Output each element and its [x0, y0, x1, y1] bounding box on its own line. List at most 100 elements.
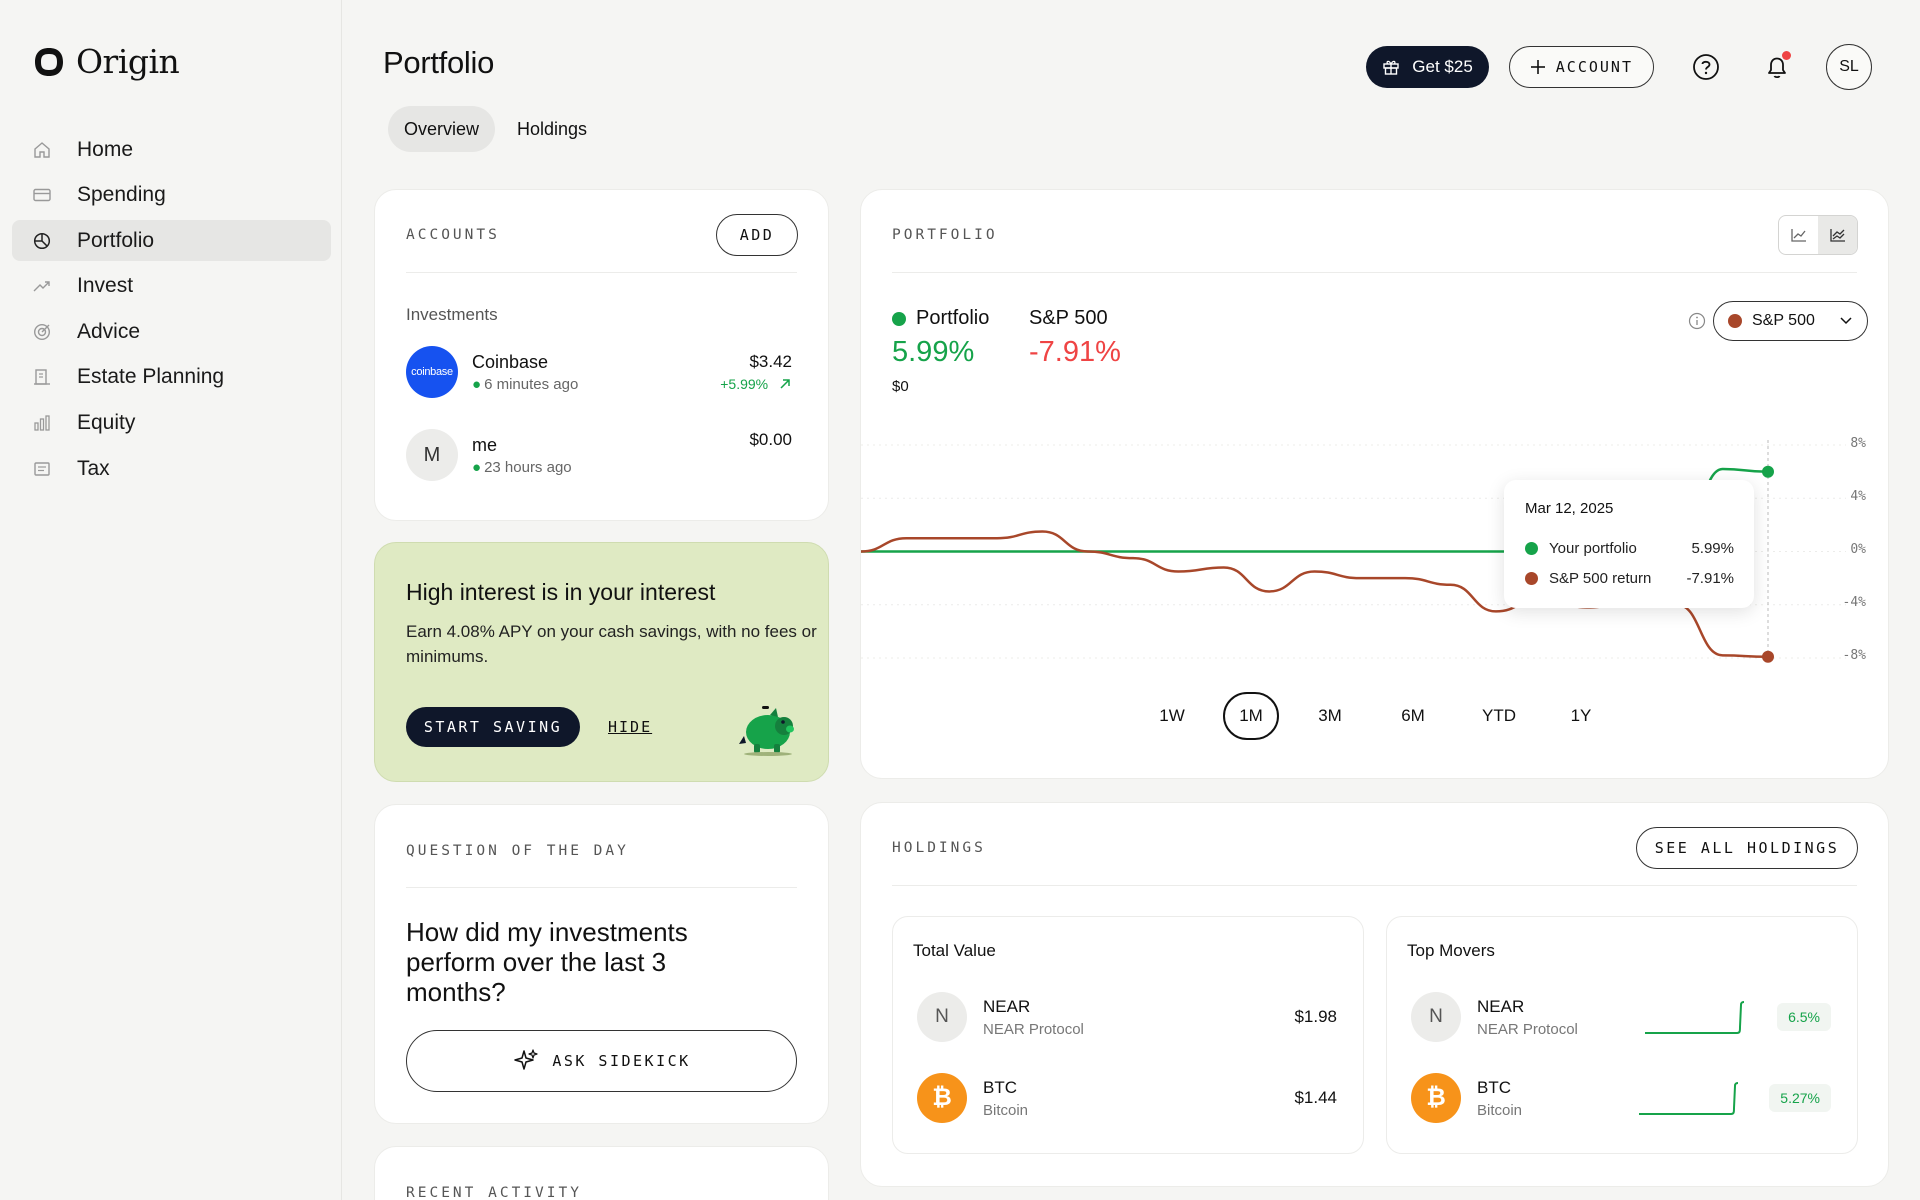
account-change: +5.99% [720, 376, 769, 392]
sidebar-item-home[interactable]: Home [12, 129, 331, 170]
bar-icon [32, 413, 52, 433]
question-card: QUESTION OF THE DAY How did my investmen… [374, 804, 829, 1124]
account-updated: 23 hours ago [484, 458, 572, 476]
sidebar-item-estate-planning[interactable]: Estate Planning [12, 357, 331, 398]
question-text: How did my investments perform over the … [406, 917, 688, 1007]
status-dot: ● [472, 375, 482, 393]
add-account-button[interactable]: ACCOUNT [1508, 46, 1654, 88]
sidebar-item-spending[interactable]: Spending [12, 175, 331, 216]
holding-row-near[interactable]: N NEAR NEAR Protocol $1.98 [917, 991, 1337, 1043]
total-value-title: Total Value [913, 941, 996, 960]
chart-mode-toggle [1778, 215, 1858, 255]
referral-label: Get $25 [1412, 57, 1473, 76]
sidebar-item-label: Estate Planning [77, 365, 225, 389]
near-logo: N [1411, 992, 1461, 1042]
help-button[interactable] [1684, 45, 1728, 89]
mover-symbol: NEAR [1477, 996, 1525, 1016]
mover-change: 6.5% [1777, 1003, 1831, 1031]
sidebar-item-tax[interactable]: Tax [12, 448, 331, 489]
app-name: Origin [76, 42, 180, 81]
home-icon [32, 140, 52, 160]
range-1y[interactable]: 1Y [1570, 706, 1592, 725]
range-ytd[interactable]: YTD [1482, 706, 1516, 725]
holding-row-btc[interactable]: ₿ BTC Bitcoin $1.44 [917, 1072, 1337, 1124]
range-6m[interactable]: 6M [1401, 706, 1425, 725]
notification-dot [1782, 51, 1791, 60]
mover-symbol: BTC [1477, 1077, 1511, 1097]
trend-icon [32, 276, 52, 296]
benchmark-select[interactable]: S&P 500 [1713, 301, 1868, 341]
arrow-up-right-icon [780, 379, 790, 389]
accounts-card: ACCOUNTS ADD Investments coinbase Coinba… [374, 189, 829, 521]
legend-sp500: S&P 500 [1029, 307, 1108, 330]
top-movers-title: Top Movers [1407, 941, 1495, 960]
sparkle-icon [514, 1049, 538, 1070]
holding-value: $1.98 [1294, 1007, 1337, 1026]
y-tick: 0% [1850, 542, 1866, 557]
total-value-panel: Total Value N NEAR NEAR Protocol $1.98 ₿… [892, 916, 1364, 1154]
account-value: $3.42 [749, 352, 792, 371]
mover-name: Bitcoin [1477, 1101, 1523, 1119]
account-row-me[interactable]: M me ● 23 hours ago $0.00 [406, 428, 792, 482]
help-icon [1693, 54, 1719, 80]
sidebar-item-invest[interactable]: Invest [12, 266, 331, 307]
range-1w[interactable]: 1W [1159, 706, 1185, 725]
top-movers-panel: Top Movers N NEAR NEAR Protocol 6.5% ₿ B… [1386, 916, 1858, 1154]
chevron-down-icon [1840, 317, 1852, 325]
range-1m[interactable]: 1M [1223, 692, 1279, 740]
mover-row-btc[interactable]: ₿ BTC Bitcoin [1411, 1072, 1831, 1124]
range-3m[interactable]: 3M [1318, 706, 1342, 725]
tab-overview[interactable]: Overview [388, 106, 496, 152]
pie-icon [32, 231, 52, 251]
holding-symbol: BTC [983, 1077, 1017, 1097]
portfolio-value: $0 [892, 378, 909, 395]
gift-icon [1383, 60, 1399, 75]
referral-button[interactable]: Get $25 [1366, 46, 1489, 88]
accounts-label: ACCOUNTS [406, 227, 500, 243]
notifications-button[interactable] [1755, 45, 1799, 89]
account-name: me [472, 434, 498, 455]
add-account-card-button[interactable]: ADD [716, 214, 798, 256]
chart-mode-line[interactable] [1779, 216, 1818, 254]
ask-sidekick-button[interactable]: ASK SIDEKICK [406, 1030, 797, 1092]
sidebar: Origin Home Spending Portfolio Invest Ad… [0, 0, 342, 1200]
recent-activity-label: RECENT ACTIVITY [406, 1185, 582, 1200]
near-logo: N [917, 992, 967, 1042]
mover-change: 5.27% [1769, 1084, 1831, 1112]
near-sparkline [1645, 1001, 1745, 1034]
bell-icon [1768, 57, 1786, 79]
see-all-holdings-button[interactable]: SEE ALL HOLDINGS [1636, 827, 1858, 869]
portfolio-label: PORTFOLIO [892, 227, 998, 243]
sidebar-item-portfolio[interactable]: Portfolio [12, 220, 331, 262]
hide-promo-link[interactable]: HIDE [608, 718, 653, 736]
coinbase-logo: coinbase [406, 346, 458, 398]
sidebar-item-label: Spending [77, 183, 166, 207]
origin-logo[interactable]: Origin [32, 42, 180, 81]
y-tick: -4% [1842, 595, 1866, 610]
sidebar-nav: Home Spending Portfolio Invest Advice Es… [12, 129, 331, 494]
chart-mode-compare[interactable] [1818, 216, 1857, 254]
holding-name: Bitcoin [983, 1101, 1029, 1119]
promo-title: High interest is in your interest [406, 579, 716, 605]
account-row-coinbase[interactable]: coinbase Coinbase ● 6 minutes ago $3.42 +… [406, 345, 792, 399]
chart-tooltip: Mar 12, 2025 Your portfolio 5.99% S&P 50… [1504, 480, 1754, 608]
origin-logo-icon [35, 47, 63, 76]
mover-name: NEAR Protocol [1477, 1020, 1578, 1038]
sidebar-item-label: Equity [77, 411, 136, 435]
investments-heading: Investments [406, 305, 498, 324]
sidebar-item-advice[interactable]: Advice [12, 311, 331, 352]
tab-holdings[interactable]: Holdings [517, 118, 588, 139]
divider [892, 885, 1857, 886]
sp500-swatch [1728, 314, 1742, 328]
start-saving-button[interactable]: START SAVING [406, 707, 580, 747]
recent-activity-card: RECENT ACTIVITY [374, 1146, 829, 1200]
btc-sparkline [1639, 1082, 1739, 1115]
sidebar-item-equity[interactable]: Equity [12, 403, 331, 444]
account-name: Coinbase [472, 351, 549, 372]
user-avatar[interactable]: SL [1826, 44, 1872, 90]
account-value: $0.00 [749, 430, 792, 449]
holding-name: NEAR Protocol [983, 1020, 1084, 1038]
info-icon[interactable] [1688, 312, 1706, 330]
mover-row-near[interactable]: N NEAR NEAR Protocol [1411, 991, 1831, 1043]
page-tabs: Overview Holdings [388, 106, 603, 152]
